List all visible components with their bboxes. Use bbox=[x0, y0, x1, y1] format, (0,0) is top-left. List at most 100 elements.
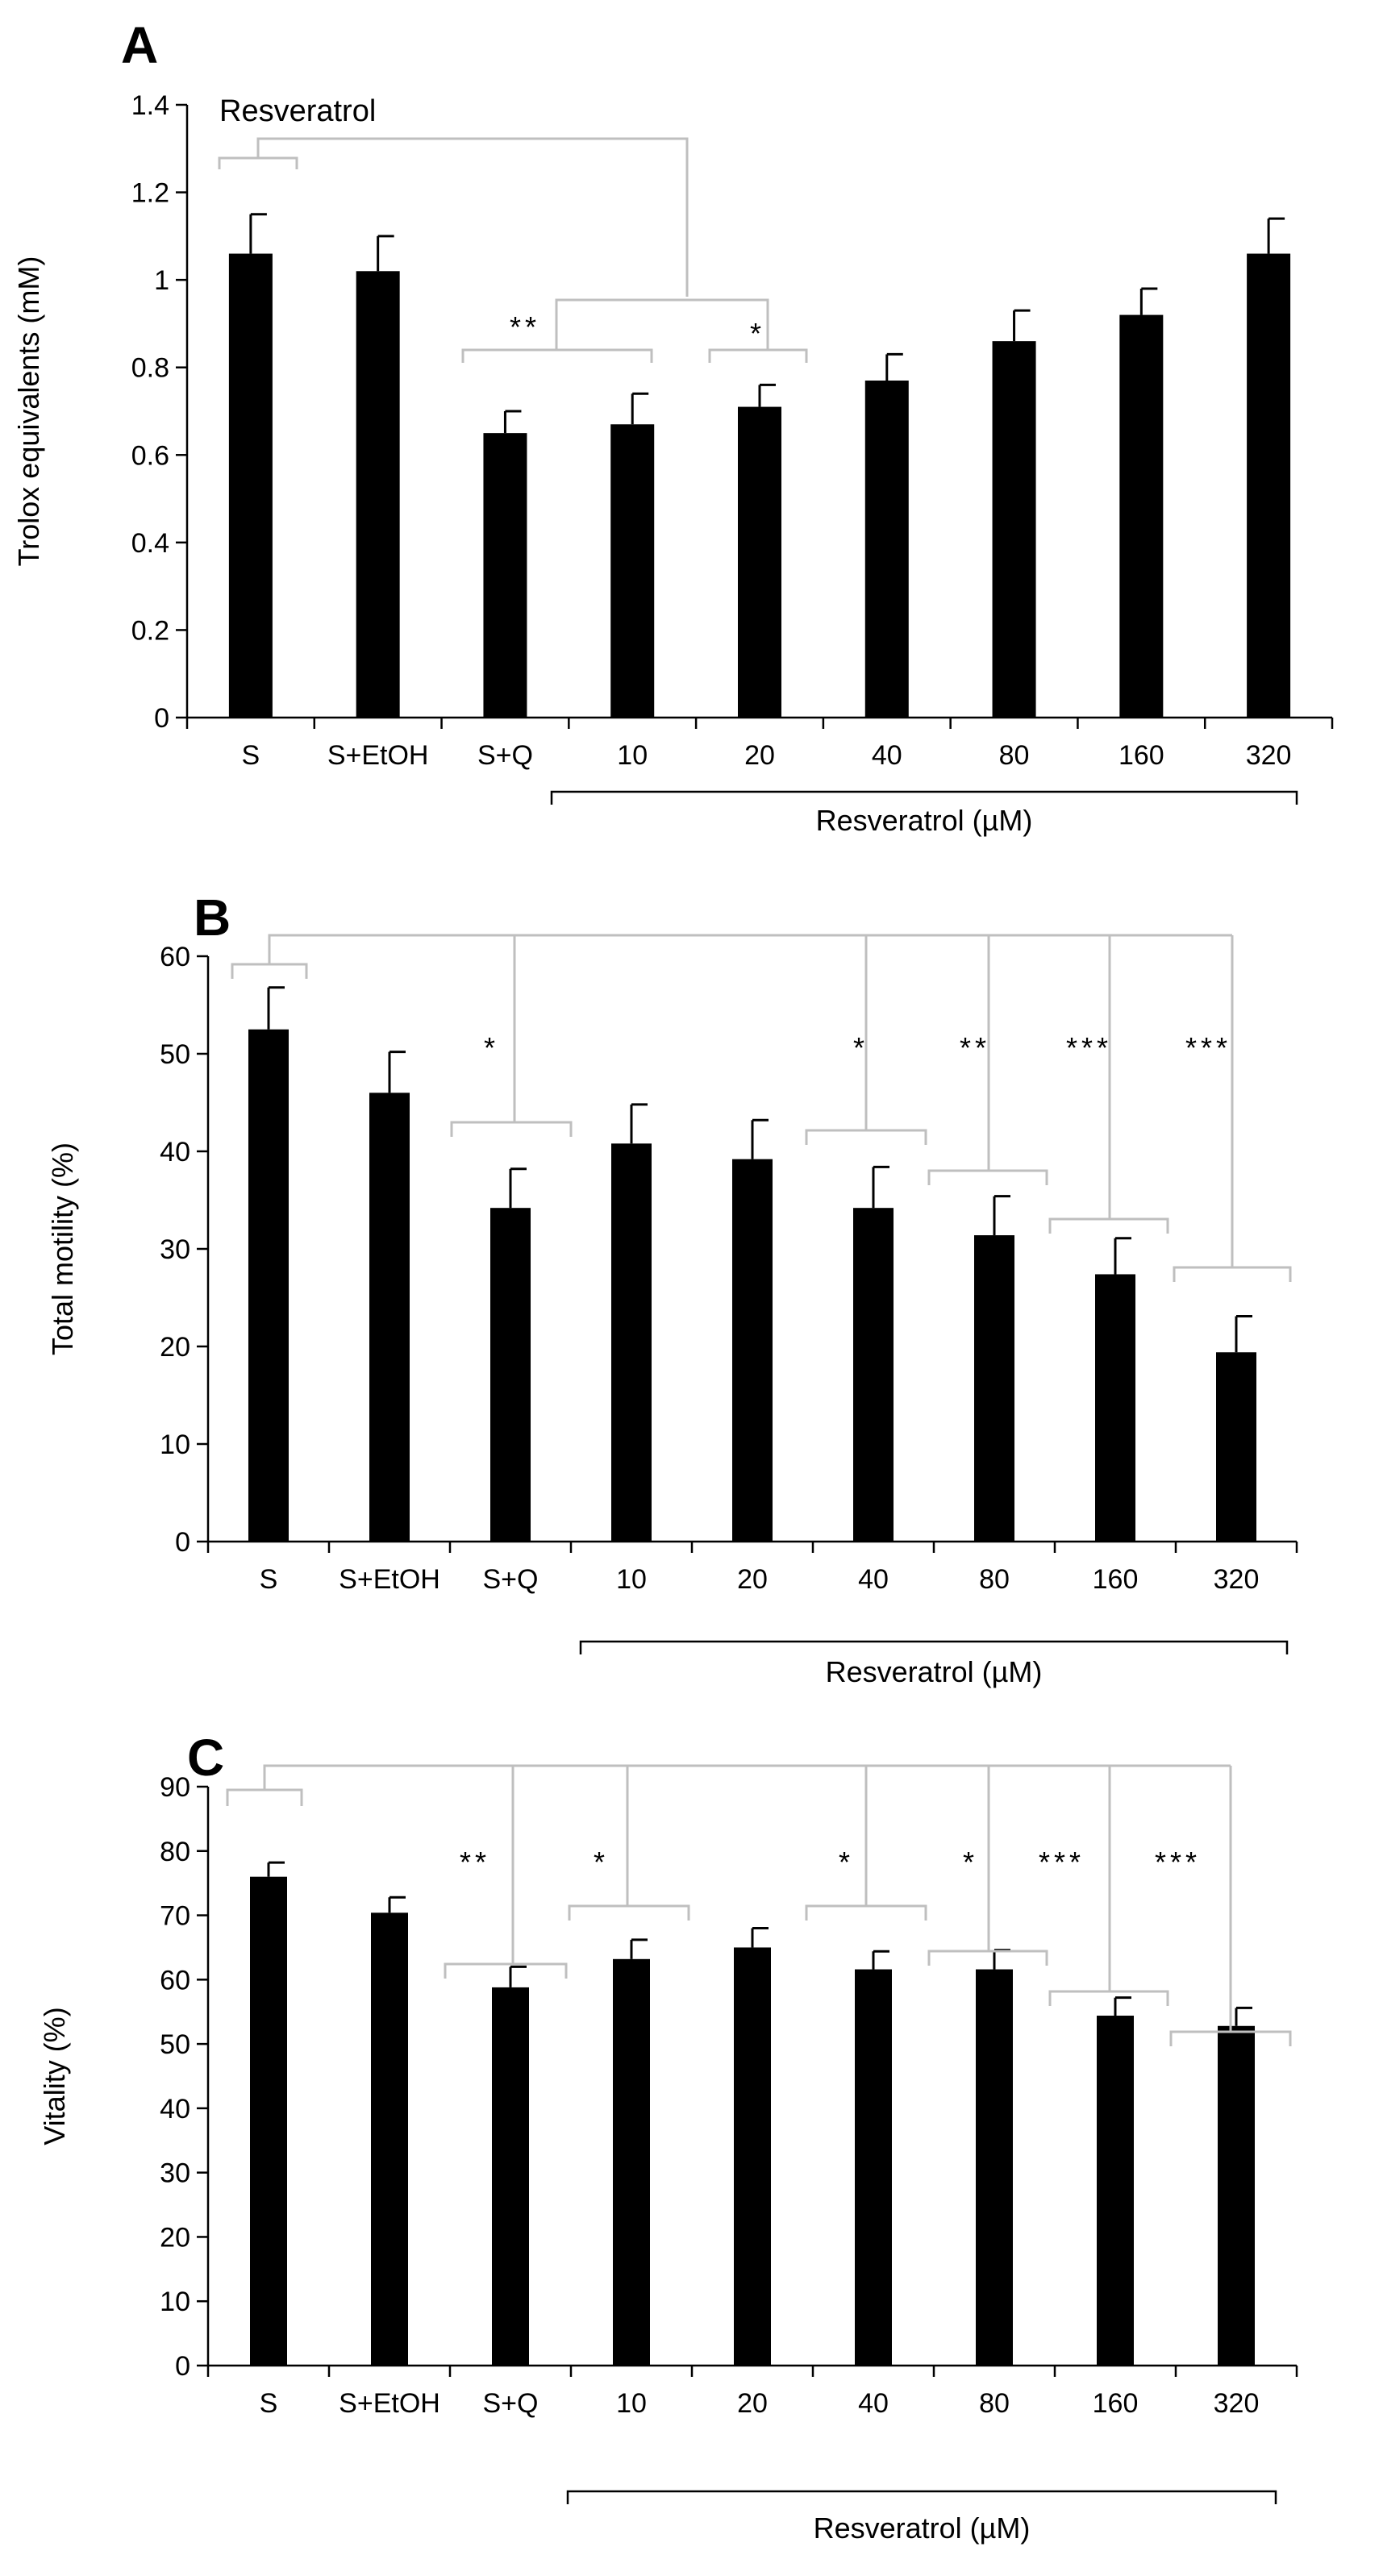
panel-b-category-label-0: S bbox=[260, 1564, 278, 1595]
panel-c-bar-5 bbox=[855, 1969, 892, 2366]
panel-b-bar-6 bbox=[974, 1235, 1014, 1542]
panel-a-bar-8 bbox=[1247, 253, 1291, 718]
panel-a-y-axis-label: Trolox equivalents (mM) bbox=[12, 256, 45, 567]
panel-a-x-axis-label: Resveratrol (µM) bbox=[816, 804, 1033, 837]
panel-a-significance-bracket-1 bbox=[708, 348, 808, 363]
panel-c-significance-label-2: * bbox=[839, 1846, 854, 1879]
panel-a-comparison-line-2 bbox=[555, 298, 769, 350]
panel-a-y-tick-label: 0 bbox=[154, 703, 169, 734]
panel-c-resveratrol-bracket bbox=[566, 2490, 1277, 2504]
panel-a-bar-0 bbox=[228, 253, 273, 718]
panel-b-y-axis-label: Total motility (%) bbox=[46, 1142, 79, 1355]
panel-b-category-label-2: S+Q bbox=[483, 1564, 539, 1595]
panel-b-significance-label-3: *** bbox=[1066, 1031, 1112, 1064]
panel-c-y-tick-label: 20 bbox=[160, 2222, 190, 2253]
panel-b-significance-bracket-3 bbox=[1048, 1217, 1169, 1234]
panel-b-comparison-line-0 bbox=[231, 963, 308, 979]
panel-c-comparison-line-0 bbox=[226, 1788, 303, 1806]
panel-b-category-label-8: 320 bbox=[1214, 1564, 1260, 1595]
panel-c-y-tick-label: 50 bbox=[160, 2029, 190, 2060]
panel-c-bar-0 bbox=[250, 1876, 287, 2366]
panel-a-comparison-line-0 bbox=[218, 156, 298, 169]
panel-b-significance-label-1: * bbox=[853, 1031, 869, 1064]
panel-c-letter: C bbox=[187, 1729, 224, 1787]
panel-a-comparison-line-1 bbox=[256, 137, 689, 297]
panel-b-significance-label-4: *** bbox=[1185, 1031, 1231, 1064]
panel-c-category-label-3: 10 bbox=[616, 2388, 647, 2419]
panel-c-significance-bracket-2 bbox=[805, 1904, 927, 1921]
panel-b-category-label-6: 80 bbox=[979, 1564, 1010, 1595]
panel-c-bar-3 bbox=[613, 1958, 650, 2366]
panel-b-y-tick-label: 50 bbox=[160, 1039, 190, 1070]
panel-c-significance-bracket-1 bbox=[568, 1904, 690, 1921]
panel-c-significance-label-3: * bbox=[963, 1846, 978, 1879]
panel-b-category-label-7: 160 bbox=[1093, 1564, 1139, 1595]
panel-b-resveratrol-bracket bbox=[579, 1640, 1289, 1654]
panel-c-significance-bracket-4 bbox=[1048, 1990, 1169, 2006]
panel-b-significance-bracket-2 bbox=[927, 1169, 1048, 1185]
panel-c-significance-label-5: *** bbox=[1155, 1846, 1201, 1879]
panel-c-category-label-5: 40 bbox=[858, 2388, 889, 2419]
panel-c-y-axis-label: Vitality (%) bbox=[38, 2007, 71, 2145]
panel-b-bar-7 bbox=[1095, 1274, 1135, 1542]
panel-a-y-tick-label: 0.6 bbox=[131, 440, 169, 471]
panel-a-resveratrol-annotation: Resveratrol bbox=[219, 94, 376, 128]
panel-b-bar-2 bbox=[490, 1208, 531, 1542]
panel-b-significance-bracket-0 bbox=[450, 1121, 573, 1137]
panel-b: B Total motility (%) 0 10 20 30 40 50 60 S S+EtOH… bbox=[46, 888, 1298, 1688]
panel-a-category-label-7: 160 bbox=[1118, 740, 1164, 771]
panel-c-category-label-1: S+EtOH bbox=[339, 2388, 440, 2419]
panel-a-y-tick-label: 1 bbox=[154, 265, 169, 296]
panel-b-bar-8 bbox=[1216, 1352, 1256, 1542]
panel-b-y-tick-label: 0 bbox=[175, 1527, 190, 1558]
panel-c-y-tick-label: 10 bbox=[160, 2287, 190, 2317]
panel-c-significance-bracket-0 bbox=[444, 1962, 568, 1979]
panel-b-x-axis-label: Resveratrol (µM) bbox=[826, 1655, 1043, 1688]
panel-a-significance-label-0: ** bbox=[510, 310, 540, 343]
panel-c-comparison-line-1 bbox=[263, 1764, 1231, 1790]
panel-c-significance-bracket-3 bbox=[927, 1950, 1048, 1966]
panel-c-y-tick-label: 40 bbox=[160, 2094, 190, 2124]
panel-b-bar-3 bbox=[611, 1143, 652, 1542]
panel-b-category-label-1: S+EtOH bbox=[339, 1564, 440, 1595]
panel-c-category-label-6: 80 bbox=[979, 2388, 1010, 2419]
panel-b-category-label-5: 40 bbox=[858, 1564, 889, 1595]
panel-b-y-tick-label: 10 bbox=[160, 1429, 190, 1460]
panel-a-category-label-8: 320 bbox=[1246, 740, 1292, 771]
panel-b-significance-bracket-1 bbox=[805, 1129, 927, 1145]
panel-a-significance-bracket-0 bbox=[461, 348, 653, 363]
panel-c-significance-label-4: *** bbox=[1039, 1846, 1085, 1879]
panel-a-y-tick-label: 1.4 bbox=[131, 90, 169, 121]
panel-b-bar-4 bbox=[732, 1159, 773, 1542]
panel-a-category-label-1: S+EtOH bbox=[327, 740, 429, 771]
panel-a-category-label-5: 40 bbox=[872, 740, 902, 771]
panel-a-y-tick-label: 1.2 bbox=[131, 178, 169, 209]
panel-c-bar-7 bbox=[1097, 2016, 1134, 2366]
panel-b-letter: B bbox=[194, 888, 231, 947]
panel-a-bar-1 bbox=[356, 271, 400, 718]
panel-c: C Vitality (%) 0 10 20 30 40 50 60 70 80 90 S S+EtOH… bbox=[38, 1729, 1298, 2545]
panel-a-category-label-3: 10 bbox=[617, 740, 648, 771]
panel-b-bar-0 bbox=[248, 1029, 289, 1542]
panel-c-bar-6 bbox=[976, 1969, 1013, 2366]
panel-b-significance-bracket-4 bbox=[1173, 1266, 1292, 1282]
panel-a-significance-label-1: * bbox=[750, 317, 765, 350]
panel-a-bar-3 bbox=[610, 424, 655, 718]
panel-b-y-tick-label: 20 bbox=[160, 1332, 190, 1363]
panel-a-category-label-4: 20 bbox=[744, 740, 775, 771]
panel-a-resveratrol-bracket bbox=[550, 790, 1298, 805]
panel-a-bar-2 bbox=[483, 433, 527, 718]
panel-c-category-label-4: 20 bbox=[737, 2388, 768, 2419]
panel-b-y-tick-label: 60 bbox=[160, 942, 190, 972]
panel-c-category-label-0: S bbox=[260, 2388, 278, 2419]
panel-c-y-tick-label: 60 bbox=[160, 1965, 190, 1995]
panel-c-bar-2 bbox=[492, 1987, 529, 2366]
panel-a-category-label-2: S+Q bbox=[477, 740, 533, 771]
panel-a-y-tick-label: 0.2 bbox=[131, 615, 169, 646]
panel-c-bar-8 bbox=[1218, 2025, 1255, 2366]
panel-b-bar-5 bbox=[853, 1208, 894, 1542]
panel-c-significance-bracket-5 bbox=[1169, 2030, 1292, 2046]
panel-a-bar-7 bbox=[1119, 314, 1164, 718]
panel-c-x-axis-label: Resveratrol (µM) bbox=[814, 2511, 1031, 2545]
